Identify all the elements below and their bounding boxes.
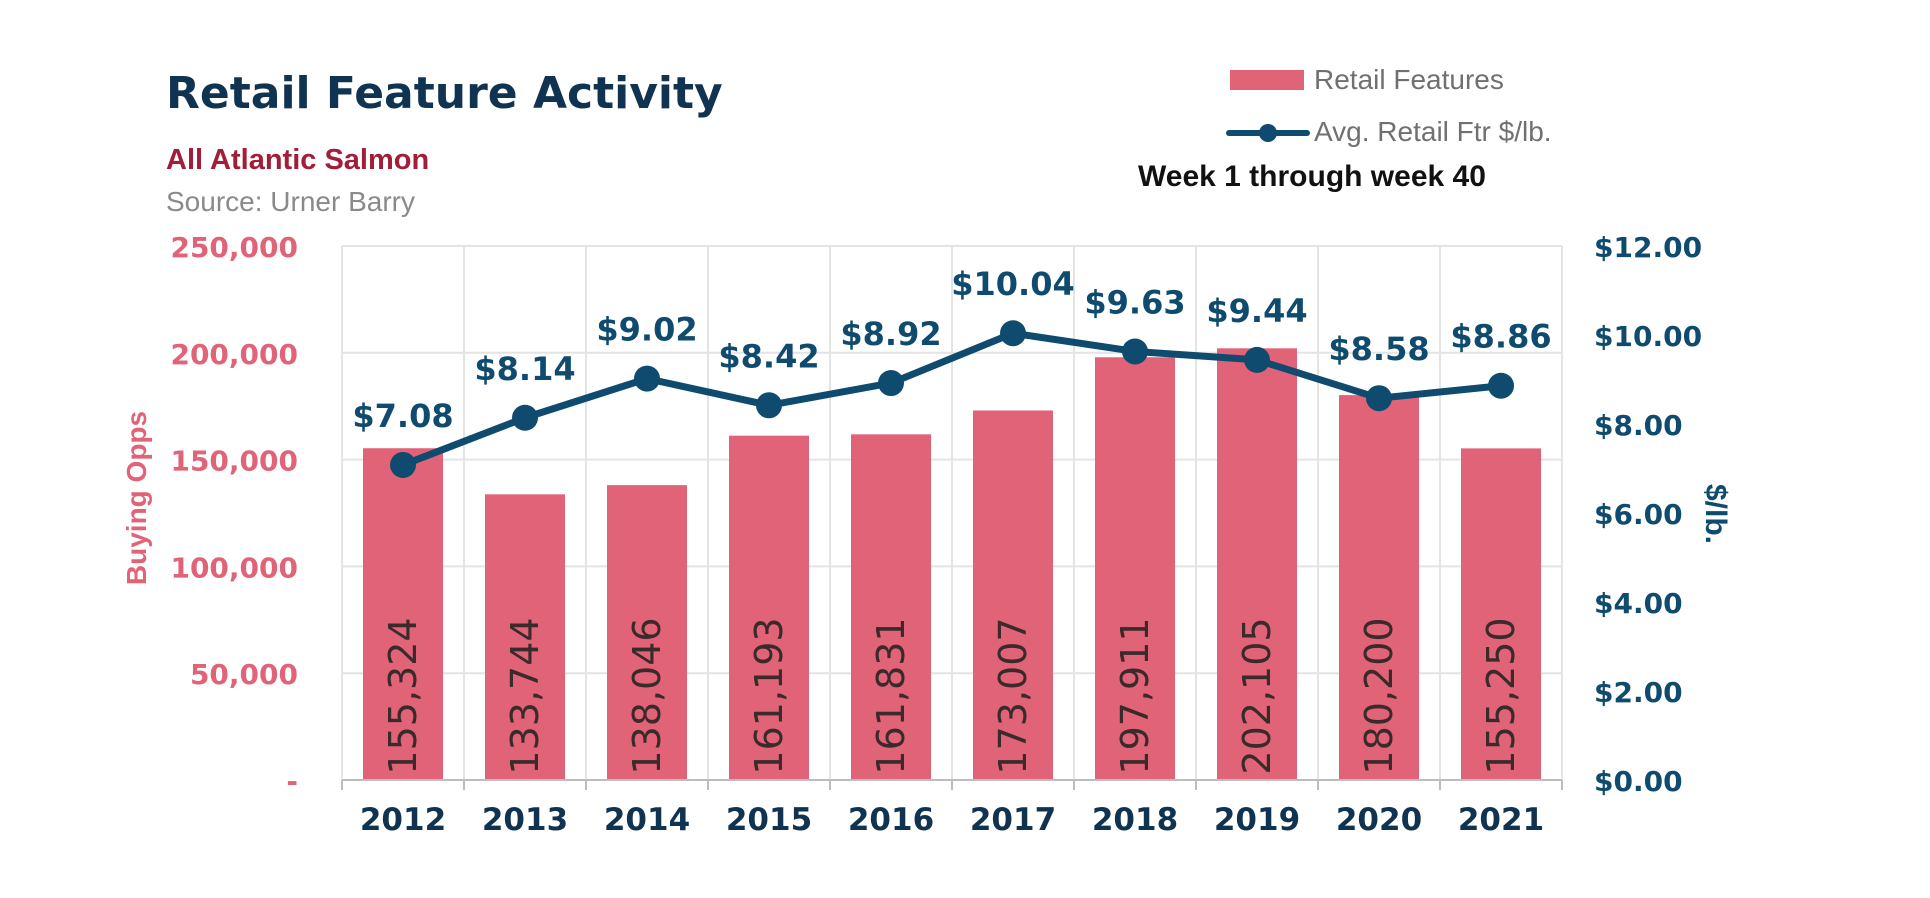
x-tick-label: 2020 — [1336, 802, 1422, 838]
bar-value-label: 197,911 — [1113, 617, 1157, 774]
price-marker — [1000, 320, 1026, 347]
legend-label-bars: Retail Features — [1314, 64, 1504, 95]
legend-label-line: Avg. Retail Ftr $/lb. — [1314, 116, 1552, 147]
bar-series — [363, 348, 1541, 780]
left-y-tick-label: 50,000 — [190, 658, 298, 691]
right-y-tick-label: $0.00 — [1594, 765, 1683, 798]
x-tick-label: 2013 — [482, 802, 568, 838]
bar-value-label: 133,744 — [503, 617, 547, 774]
bar-value-label: 161,193 — [747, 617, 791, 774]
bar — [1217, 348, 1297, 780]
price-line — [399, 329, 1505, 469]
left-y-tick-label: - — [286, 765, 298, 798]
left-y-tick-label: 200,000 — [170, 338, 298, 371]
chart-source: Source: Urner Barry — [166, 186, 415, 217]
price-value-label: $8.86 — [1450, 318, 1551, 356]
bar-value-label: 155,250 — [1479, 617, 1523, 774]
legend-item-line: Avg. Retail Ftr $/lb. — [1226, 116, 1552, 148]
right-y-tick-label: $10.00 — [1594, 320, 1702, 353]
x-tick-label: 2012 — [360, 802, 446, 838]
legend-line-swatch — [1226, 117, 1310, 147]
legend-item-bars: Retail Features — [1230, 64, 1504, 96]
gridlines — [341, 245, 1563, 780]
bar — [607, 485, 687, 780]
right-y-axis-title: $/lb. — [1699, 484, 1732, 544]
price-value-label: $8.92 — [840, 315, 941, 353]
right-y-tick-label: $8.00 — [1594, 409, 1683, 442]
x-tick-label: 2021 — [1458, 802, 1544, 838]
price-value-label: $9.44 — [1206, 292, 1307, 330]
chart-title: Retail Feature Activity — [166, 68, 723, 119]
bar-value-label: 180,200 — [1357, 617, 1401, 774]
price-value-label: $9.63 — [1084, 283, 1185, 321]
line-series — [390, 320, 1514, 478]
x-tick-label: 2019 — [1214, 802, 1300, 838]
price-marker — [1366, 385, 1392, 412]
price-value-label: $10.04 — [951, 265, 1074, 303]
x-tick-label: 2016 — [848, 802, 934, 838]
x-tick-label: 2017 — [970, 802, 1056, 838]
chart-subtitle: All Atlantic Salmon — [166, 144, 430, 176]
bar — [973, 410, 1053, 780]
price-marker — [1122, 338, 1148, 365]
price-marker — [756, 392, 782, 419]
bar-value-label: 202,105 — [1235, 617, 1279, 774]
right-y-tick-label: $2.00 — [1594, 676, 1683, 709]
bar-value-label: 155,324 — [381, 617, 425, 774]
left-y-tick-label: 100,000 — [170, 551, 298, 584]
price-marker — [634, 365, 660, 392]
right-y-tick-label: $12.00 — [1594, 231, 1702, 264]
left-y-tick-label: 250,000 — [170, 231, 298, 264]
bar — [851, 434, 931, 780]
chart-period: Week 1 through week 40 — [1138, 160, 1486, 193]
left-y-tick-label: 150,000 — [170, 445, 298, 478]
axes: 2012 2013 2014 2015 2016 2017 2018 2019 2020 2021… — [121, 231, 1732, 838]
legend-bar-swatch — [1230, 70, 1304, 90]
price-value-label: $9.02 — [596, 311, 697, 349]
right-y-tick-label: $4.00 — [1594, 587, 1683, 620]
bar — [1095, 357, 1175, 780]
x-tick-label: 2018 — [1092, 802, 1178, 838]
right-y-tick-label: $6.00 — [1594, 498, 1683, 531]
price-value-label: $8.14 — [474, 350, 575, 388]
x-tick-label: 2014 — [604, 802, 690, 838]
bar-value-label: 173,007 — [991, 617, 1035, 774]
bar — [363, 448, 443, 780]
bar-value-label: 161,831 — [869, 617, 913, 774]
bar — [485, 494, 565, 780]
bar — [729, 435, 809, 780]
price-marker — [390, 451, 416, 478]
price-marker — [878, 370, 904, 397]
price-value-label: $7.08 — [352, 397, 453, 435]
price-value-label: $8.42 — [718, 337, 819, 375]
bar — [1461, 448, 1541, 780]
bar — [1339, 395, 1419, 780]
price-value-label: $8.58 — [1328, 330, 1429, 368]
price-marker — [1244, 346, 1270, 373]
x-tick-label: 2015 — [726, 802, 812, 838]
left-y-axis-title: Buying Opps — [121, 411, 152, 585]
bar-value-label: 138,046 — [625, 617, 669, 774]
price-marker — [512, 404, 538, 431]
price-marker — [1488, 372, 1514, 399]
data-labels: 155,324 133,744 138,046 161,193 161,831 173,0… — [352, 265, 1551, 774]
